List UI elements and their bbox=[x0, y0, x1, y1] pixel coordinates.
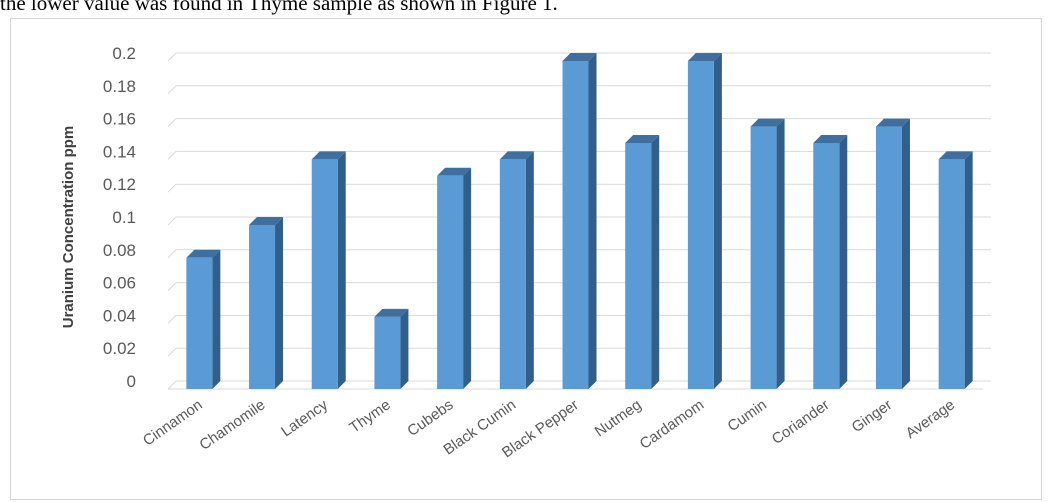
chart-frame: 0 0.02 0.04 0.06 0.08 0.1 0.12 0.14 0.16 0.18 0.2 … bbox=[10, 18, 1042, 500]
bar-front bbox=[499, 159, 526, 389]
bar-front bbox=[875, 126, 902, 389]
bar-front bbox=[938, 159, 965, 389]
y-tick-label: 0.2 bbox=[112, 44, 136, 63]
y-tick-label: 0.16 bbox=[103, 110, 136, 129]
bar bbox=[186, 249, 221, 389]
bar-top bbox=[311, 151, 346, 160]
x-category-label: Ginger bbox=[849, 396, 896, 436]
bar-front bbox=[186, 257, 213, 389]
bar-top bbox=[374, 308, 409, 317]
y-tick-label: 0.12 bbox=[103, 175, 136, 194]
bar bbox=[813, 135, 848, 389]
bar-side bbox=[901, 118, 910, 389]
bar bbox=[499, 151, 534, 389]
gridline-depth bbox=[167, 183, 177, 193]
x-category-label: Cumin bbox=[725, 396, 770, 435]
y-tick-label: 0.04 bbox=[103, 306, 136, 325]
y-tick-label: 0.14 bbox=[103, 142, 136, 161]
bars bbox=[186, 53, 973, 389]
bar-top bbox=[437, 167, 472, 176]
gridline-depth bbox=[167, 52, 177, 62]
x-category-label: Chamomile bbox=[196, 396, 268, 453]
y-tick-label: 0.06 bbox=[103, 274, 136, 293]
bar-top bbox=[625, 135, 660, 143]
bar bbox=[625, 135, 660, 389]
gridline-depth bbox=[167, 380, 177, 390]
bar-front bbox=[750, 126, 777, 389]
y-tick-label: 0.18 bbox=[103, 77, 136, 96]
bar-side bbox=[463, 167, 472, 389]
bar-side bbox=[964, 151, 973, 389]
bar-side bbox=[337, 151, 346, 389]
bar-chart: 00.020.040.060.080.10.120.140.160.180.2 … bbox=[60, 44, 991, 461]
gridline-depth bbox=[167, 282, 177, 291]
bar bbox=[750, 118, 785, 389]
gridline-depth bbox=[167, 216, 177, 226]
bar-side bbox=[651, 135, 660, 389]
bar bbox=[374, 308, 409, 389]
y-axis-ticks: 0 0.02 0.04 0.06 0.08 0.1 0.12 0.14 0.16 0.18 0.2 bbox=[103, 44, 136, 391]
bar bbox=[437, 167, 472, 389]
x-category-label: Cubebs bbox=[404, 396, 456, 440]
bar-side bbox=[588, 53, 597, 389]
gridline-depth bbox=[167, 249, 177, 259]
bar-side bbox=[400, 308, 409, 389]
bar-top bbox=[687, 53, 722, 61]
bar-side bbox=[212, 249, 221, 389]
bar-side bbox=[839, 135, 848, 389]
bar bbox=[311, 151, 346, 389]
bar bbox=[562, 53, 597, 389]
bar-side bbox=[713, 53, 722, 389]
x-category-label: Cardamom bbox=[637, 396, 708, 452]
y-tick-label: 0.02 bbox=[103, 339, 136, 358]
bar-front bbox=[625, 143, 652, 389]
bar-front bbox=[437, 175, 464, 389]
y-tick-label: 0.08 bbox=[103, 241, 136, 260]
caption-text: the lower value was found in Thyme sampl… bbox=[0, 0, 558, 15]
x-category-label: Thyme bbox=[346, 396, 393, 436]
bar-front bbox=[687, 61, 714, 389]
gridline-depth bbox=[167, 118, 177, 127]
bar-front bbox=[813, 143, 840, 389]
x-category-label: Cinnamon bbox=[140, 396, 206, 449]
bar bbox=[249, 217, 284, 389]
bar-front bbox=[249, 225, 276, 389]
bar-front bbox=[562, 61, 589, 389]
bar bbox=[687, 53, 722, 389]
bar-top bbox=[249, 217, 284, 225]
bar-top bbox=[186, 249, 221, 258]
bar bbox=[875, 118, 910, 389]
bar-top bbox=[562, 53, 597, 61]
y-axis-label: Uranium Concentration ppm bbox=[60, 126, 77, 329]
bar-side bbox=[525, 151, 534, 389]
y-tick-label: 0.1 bbox=[112, 208, 136, 227]
gridline-depth bbox=[167, 85, 177, 95]
gridline-depth bbox=[167, 151, 177, 160]
bar-top bbox=[750, 118, 785, 127]
y-tick-label: 0 bbox=[127, 372, 136, 391]
bar-side bbox=[275, 217, 284, 389]
gridline-depth bbox=[167, 347, 177, 357]
bar-top bbox=[499, 151, 534, 160]
bar-top bbox=[938, 151, 973, 160]
bar-front bbox=[311, 159, 338, 389]
bar bbox=[938, 151, 973, 389]
x-category-label: Latency bbox=[278, 396, 331, 440]
x-category-label: Coriander bbox=[769, 396, 833, 448]
bar-front bbox=[374, 316, 401, 389]
bar-top bbox=[813, 135, 848, 143]
gridline-depth bbox=[167, 315, 177, 324]
bar-side bbox=[776, 118, 785, 389]
x-category-label: Nutmeg bbox=[592, 396, 645, 440]
x-category-label: Average bbox=[903, 396, 958, 442]
bar-top bbox=[875, 118, 910, 127]
